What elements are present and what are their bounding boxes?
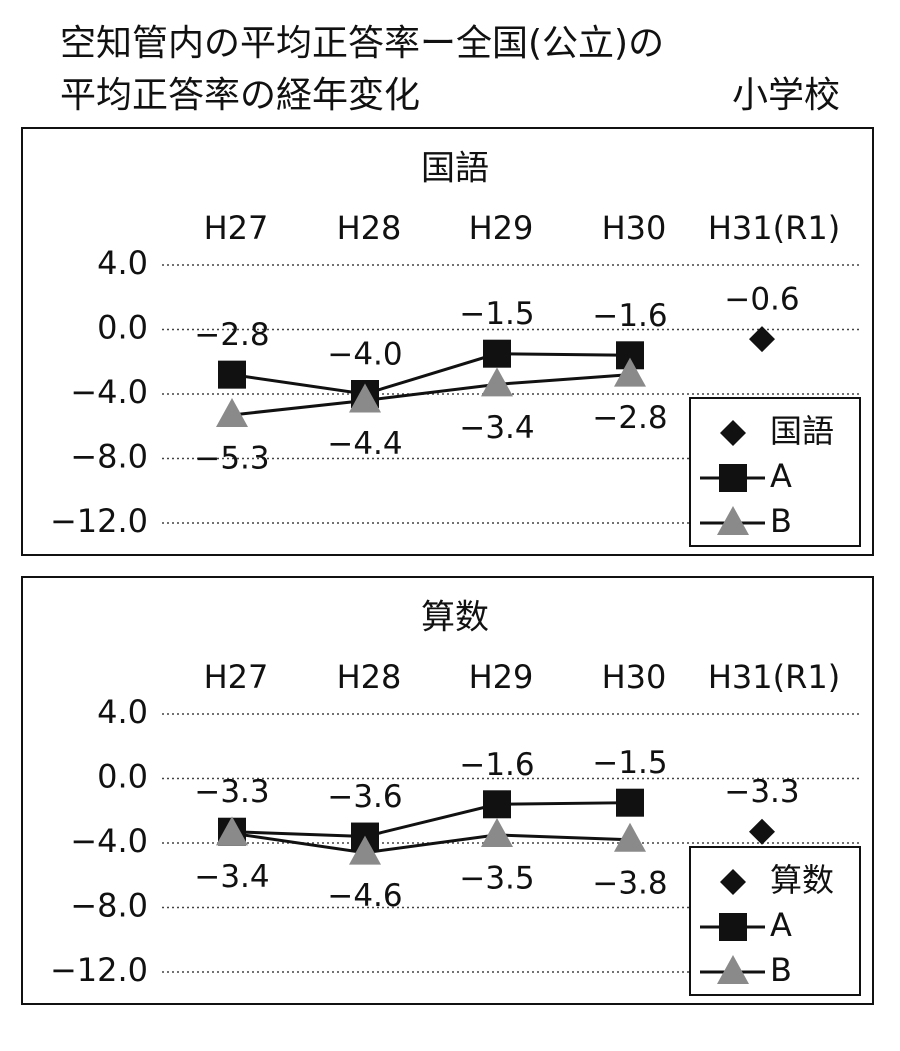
- data-point: [616, 788, 644, 817]
- series-line: [231, 373, 631, 417]
- data-point: [749, 326, 775, 353]
- legend-label: A: [770, 906, 792, 944]
- data-label: −3.5: [459, 860, 534, 896]
- legend-box: [689, 397, 861, 547]
- data-label: −4.6: [327, 878, 402, 914]
- x-tick-label: H30: [602, 658, 667, 696]
- legend-marker: [719, 464, 747, 492]
- legend-marker: [720, 869, 746, 895]
- legend-box: [689, 846, 861, 996]
- x-tick-label: H28: [337, 658, 402, 696]
- series-line: [231, 352, 631, 396]
- data-point: [749, 818, 775, 845]
- data-point: [216, 397, 248, 427]
- data-point: [349, 383, 381, 413]
- legend-label: 算数: [770, 861, 834, 899]
- series-line: [231, 801, 631, 839]
- y-tick-label: −8.0: [70, 438, 148, 476]
- title: 空知管内の平均正答率ー全国(公立)の: [60, 23, 664, 64]
- data-label: −3.4: [194, 859, 269, 895]
- y-tick-label: −4.0: [70, 373, 148, 411]
- legend-marker: [717, 506, 749, 535]
- x-tick-label: H31(R1): [708, 658, 840, 696]
- y-tick-label: −8.0: [70, 887, 148, 925]
- x-tick-label: H27: [204, 658, 269, 696]
- legend-label: 国語: [770, 412, 834, 450]
- data-label: −3.3: [724, 774, 799, 810]
- data-label: −1.5: [592, 745, 667, 781]
- legend-marker: [719, 913, 747, 941]
- title-line2: 平均正答率の経年変化: [60, 75, 420, 116]
- y-tick-label: 0.0: [97, 309, 148, 347]
- legend-marker: [720, 420, 746, 446]
- x-tick-label: H28: [337, 209, 402, 247]
- panel-title: 国語: [421, 149, 489, 189]
- data-label: −4.0: [327, 337, 402, 373]
- legend-label: A: [770, 457, 792, 495]
- data-label: −2.8: [194, 317, 269, 353]
- y-tick-label: 0.0: [97, 758, 148, 796]
- legend-marker: [717, 955, 749, 984]
- panel-frame: [21, 576, 874, 1005]
- x-tick-label: H29: [469, 658, 534, 696]
- y-tick-label: −12.0: [50, 502, 148, 540]
- data-label: −3.4: [459, 410, 534, 446]
- data-point: [614, 357, 646, 387]
- x-tick-label: H31(R1): [708, 209, 840, 247]
- y-tick-label: −4.0: [70, 822, 148, 860]
- y-tick-label: −12.0: [50, 951, 148, 989]
- legend-label: B: [770, 951, 792, 989]
- data-point: [614, 822, 646, 852]
- data-label: −3.3: [194, 774, 269, 810]
- data-label: −4.4: [327, 426, 402, 462]
- data-point: [218, 360, 246, 389]
- data-point: [216, 816, 248, 846]
- data-label: −3.6: [327, 779, 402, 815]
- x-tick-label: H30: [602, 209, 667, 247]
- panel-frame: [21, 127, 874, 556]
- school: 小学校: [732, 75, 840, 116]
- y-tick-label: 4.0: [97, 693, 148, 731]
- data-point: [481, 817, 513, 847]
- x-tick-label: H29: [469, 209, 534, 247]
- series-line: [231, 831, 631, 855]
- data-point: [481, 367, 513, 397]
- data-label: −1.5: [459, 296, 534, 332]
- data-label: −0.6: [724, 282, 799, 318]
- data-label: −3.8: [592, 865, 667, 901]
- panel-title: 算数: [421, 598, 489, 638]
- data-label: −1.6: [592, 298, 667, 334]
- data-point: [349, 835, 381, 865]
- x-tick-label: H27: [204, 209, 269, 247]
- data-label: −2.8: [592, 400, 667, 436]
- data-point: [483, 790, 511, 819]
- data-label: −1.6: [459, 747, 534, 783]
- y-tick-label: 4.0: [97, 244, 148, 282]
- data-point: [483, 339, 511, 368]
- legend-label: B: [770, 502, 792, 540]
- data-label: −5.3: [194, 440, 269, 476]
